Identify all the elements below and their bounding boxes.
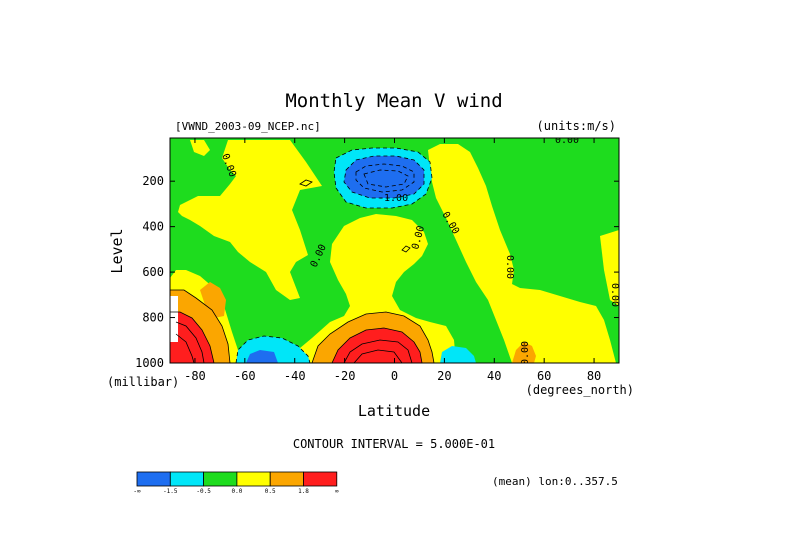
colorbar-swatch-1 bbox=[169, 471, 205, 487]
blue-region-upper bbox=[344, 156, 424, 198]
colorbar-swatch-4 bbox=[269, 471, 304, 487]
x-tick-label-7: 60 bbox=[537, 369, 551, 383]
y-tick-label-2: 600 bbox=[142, 265, 164, 279]
red-region-sh bbox=[170, 312, 214, 363]
contour-label-zero-top: 0.00 bbox=[555, 135, 579, 146]
contour-label-zero-g: 0.00 bbox=[609, 283, 620, 307]
units-label: (units:m/s) bbox=[537, 119, 616, 133]
contour-label-zero-e: 0.00 bbox=[504, 255, 515, 279]
contour-lines bbox=[170, 147, 435, 363]
x-tick-label-0: -80 bbox=[184, 369, 206, 383]
cyan-region-eq-lower bbox=[440, 346, 476, 363]
x-axis: -80 -60 -40 -20 0 20 40 60 80 bbox=[184, 138, 601, 383]
x-tick-label-5: 20 bbox=[437, 369, 451, 383]
missing-data-strip bbox=[170, 296, 178, 342]
colorbar-label-5: 1.8 bbox=[298, 488, 309, 495]
colorbar-swatch-3 bbox=[236, 471, 271, 487]
yellow-region-nh-edge bbox=[600, 230, 619, 306]
colorbar-label-0: -∞ bbox=[133, 488, 141, 495]
orange-region-nh bbox=[512, 342, 536, 363]
x-tick-label-6: 40 bbox=[487, 369, 501, 383]
yellow-region-nh bbox=[428, 144, 616, 363]
yellow-region-sh-upper bbox=[178, 140, 322, 300]
x-tick-label-1: -60 bbox=[234, 369, 256, 383]
mean-text: (mean) lon:0..357.5 bbox=[492, 475, 618, 488]
colorbar-swatch-2 bbox=[203, 471, 238, 487]
y-tick-label-3: 800 bbox=[142, 311, 164, 325]
x-tick-label-2: -40 bbox=[284, 369, 306, 383]
colorbar-label-6: ∞ bbox=[335, 488, 339, 495]
y-tick-label-1: 400 bbox=[142, 220, 164, 234]
contour-interval-text: CONTOUR INTERVAL = 5.000E-01 bbox=[293, 437, 495, 451]
colorbar-swatch-5 bbox=[303, 471, 338, 487]
blue-region-sh-lower bbox=[246, 350, 278, 363]
y-axis-title: Level bbox=[108, 228, 126, 273]
y-axis-unit: (millibar) bbox=[107, 375, 179, 389]
colorbar-label-1: -1.5 bbox=[163, 488, 178, 495]
colorbar-label-2: -0.5 bbox=[196, 488, 211, 495]
colorbar-swatch-0 bbox=[136, 471, 171, 487]
x-axis-unit: (degrees_north) bbox=[526, 383, 634, 397]
x-axis-title: Latitude bbox=[358, 402, 430, 420]
red-region-center bbox=[332, 328, 422, 363]
colorbar-label-3: 0.0 bbox=[231, 488, 242, 495]
contour-label-zero-f: 0.00 bbox=[520, 341, 531, 365]
contour-label-minus-one: -1.00 bbox=[378, 193, 408, 204]
x-tick-label-3: -20 bbox=[334, 369, 356, 383]
yellow-region-top-left bbox=[190, 140, 210, 156]
x-tick-label-4: 0 bbox=[391, 369, 398, 383]
colorbar-label-4: 0.5 bbox=[265, 488, 276, 495]
plot-area: 0.00 -1.00 0.00 0.00 0.00 0.00 0.00 0.00… bbox=[170, 135, 620, 365]
colorbar: -∞ -1.5 -0.5 0.0 0.5 1.8 ∞ bbox=[133, 471, 339, 495]
chart-title: Monthly Mean V wind bbox=[285, 90, 502, 112]
file-label: [VWND_2003-09_NCEP.nc] bbox=[175, 120, 321, 133]
orange-region-lobe bbox=[200, 282, 226, 318]
y-tick-label-4: 1000 bbox=[135, 356, 164, 370]
y-axis: 200 400 600 800 1000 bbox=[135, 174, 619, 370]
x-tick-label-8: 80 bbox=[587, 369, 601, 383]
y-tick-label-0: 200 bbox=[142, 174, 164, 188]
